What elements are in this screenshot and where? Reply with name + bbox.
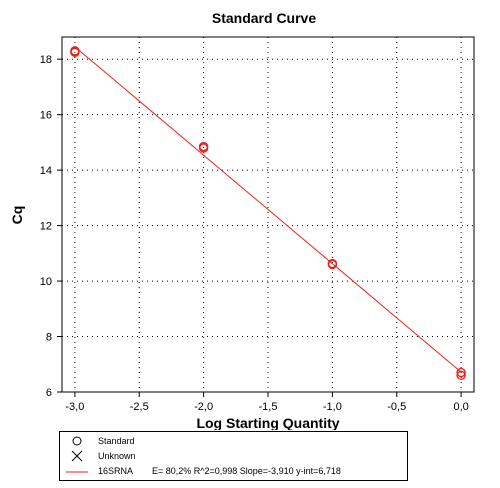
y-tick-label: 12 [40, 221, 52, 233]
y-tick-label: 14 [40, 165, 52, 177]
standard-curve-chart: Standard Curve -3,0 -2,5 -2,0 -1,5 -1,0 -0,5 0… [9, 10, 475, 430]
fit-line-layer [74, 46, 462, 373]
data-point-standard [70, 46, 80, 56]
red-line-icon [66, 471, 88, 473]
legend-fit-stats: E= 80,2% R^2=0,998 Slope=-3,910 y-int=6,… [152, 466, 341, 476]
data-point-standard [456, 367, 466, 378]
x-tick-label: -3,0 [65, 401, 84, 413]
legend-entry-unknown: Unknown [60, 450, 407, 464]
data-point-standard [327, 258, 338, 269]
legend-label-unknown: Unknown [98, 451, 136, 461]
y-tick-label: 6 [46, 387, 52, 399]
legend-entry-standard: Standard [60, 435, 407, 449]
x-tick-label: -0,5 [387, 401, 406, 413]
chart-title: Standard Curve [212, 10, 316, 26]
data-point-standard [456, 370, 466, 381]
legend-label-16srna: 16SRNA [98, 466, 134, 476]
grid [62, 37, 474, 393]
x-axis-label: Log Starting Quantity [196, 415, 339, 430]
x-marker-icon [71, 450, 83, 462]
fit-line [74, 46, 462, 373]
legend-entry-16srna: 16SRNA E= 80,2% R^2=0,998 Slope=-3,910 y… [60, 465, 407, 479]
y-tick-label: 8 [46, 332, 52, 344]
x-tick-label: -1,5 [259, 401, 278, 413]
axis-ticks: -3,0 -2,5 -2,0 -1,5 -1,0 -0,5 0,0 6 8 10 12 14 16 18 [40, 54, 469, 413]
chart-legend: Standard Unknown 16SRNA E= 80,2% R^2=0,9… [59, 431, 408, 481]
data-points-layer [70, 46, 466, 381]
x-tick-label: -1,0 [323, 401, 342, 413]
legend-label-standard: Standard [98, 436, 135, 446]
y-tick-label: 16 [40, 110, 52, 122]
x-tick-label: -2,0 [194, 401, 213, 413]
data-point-standard [198, 141, 209, 152]
plot-area-frame [61, 36, 475, 393]
y-axis-label: Cq [9, 206, 25, 225]
circle-marker-icon [72, 436, 82, 446]
x-tick-label: -2,5 [130, 401, 149, 413]
y-tick-label: 10 [40, 276, 52, 288]
y-tick-label: 18 [40, 54, 52, 66]
x-tick-label: 0,0 [453, 401, 468, 413]
